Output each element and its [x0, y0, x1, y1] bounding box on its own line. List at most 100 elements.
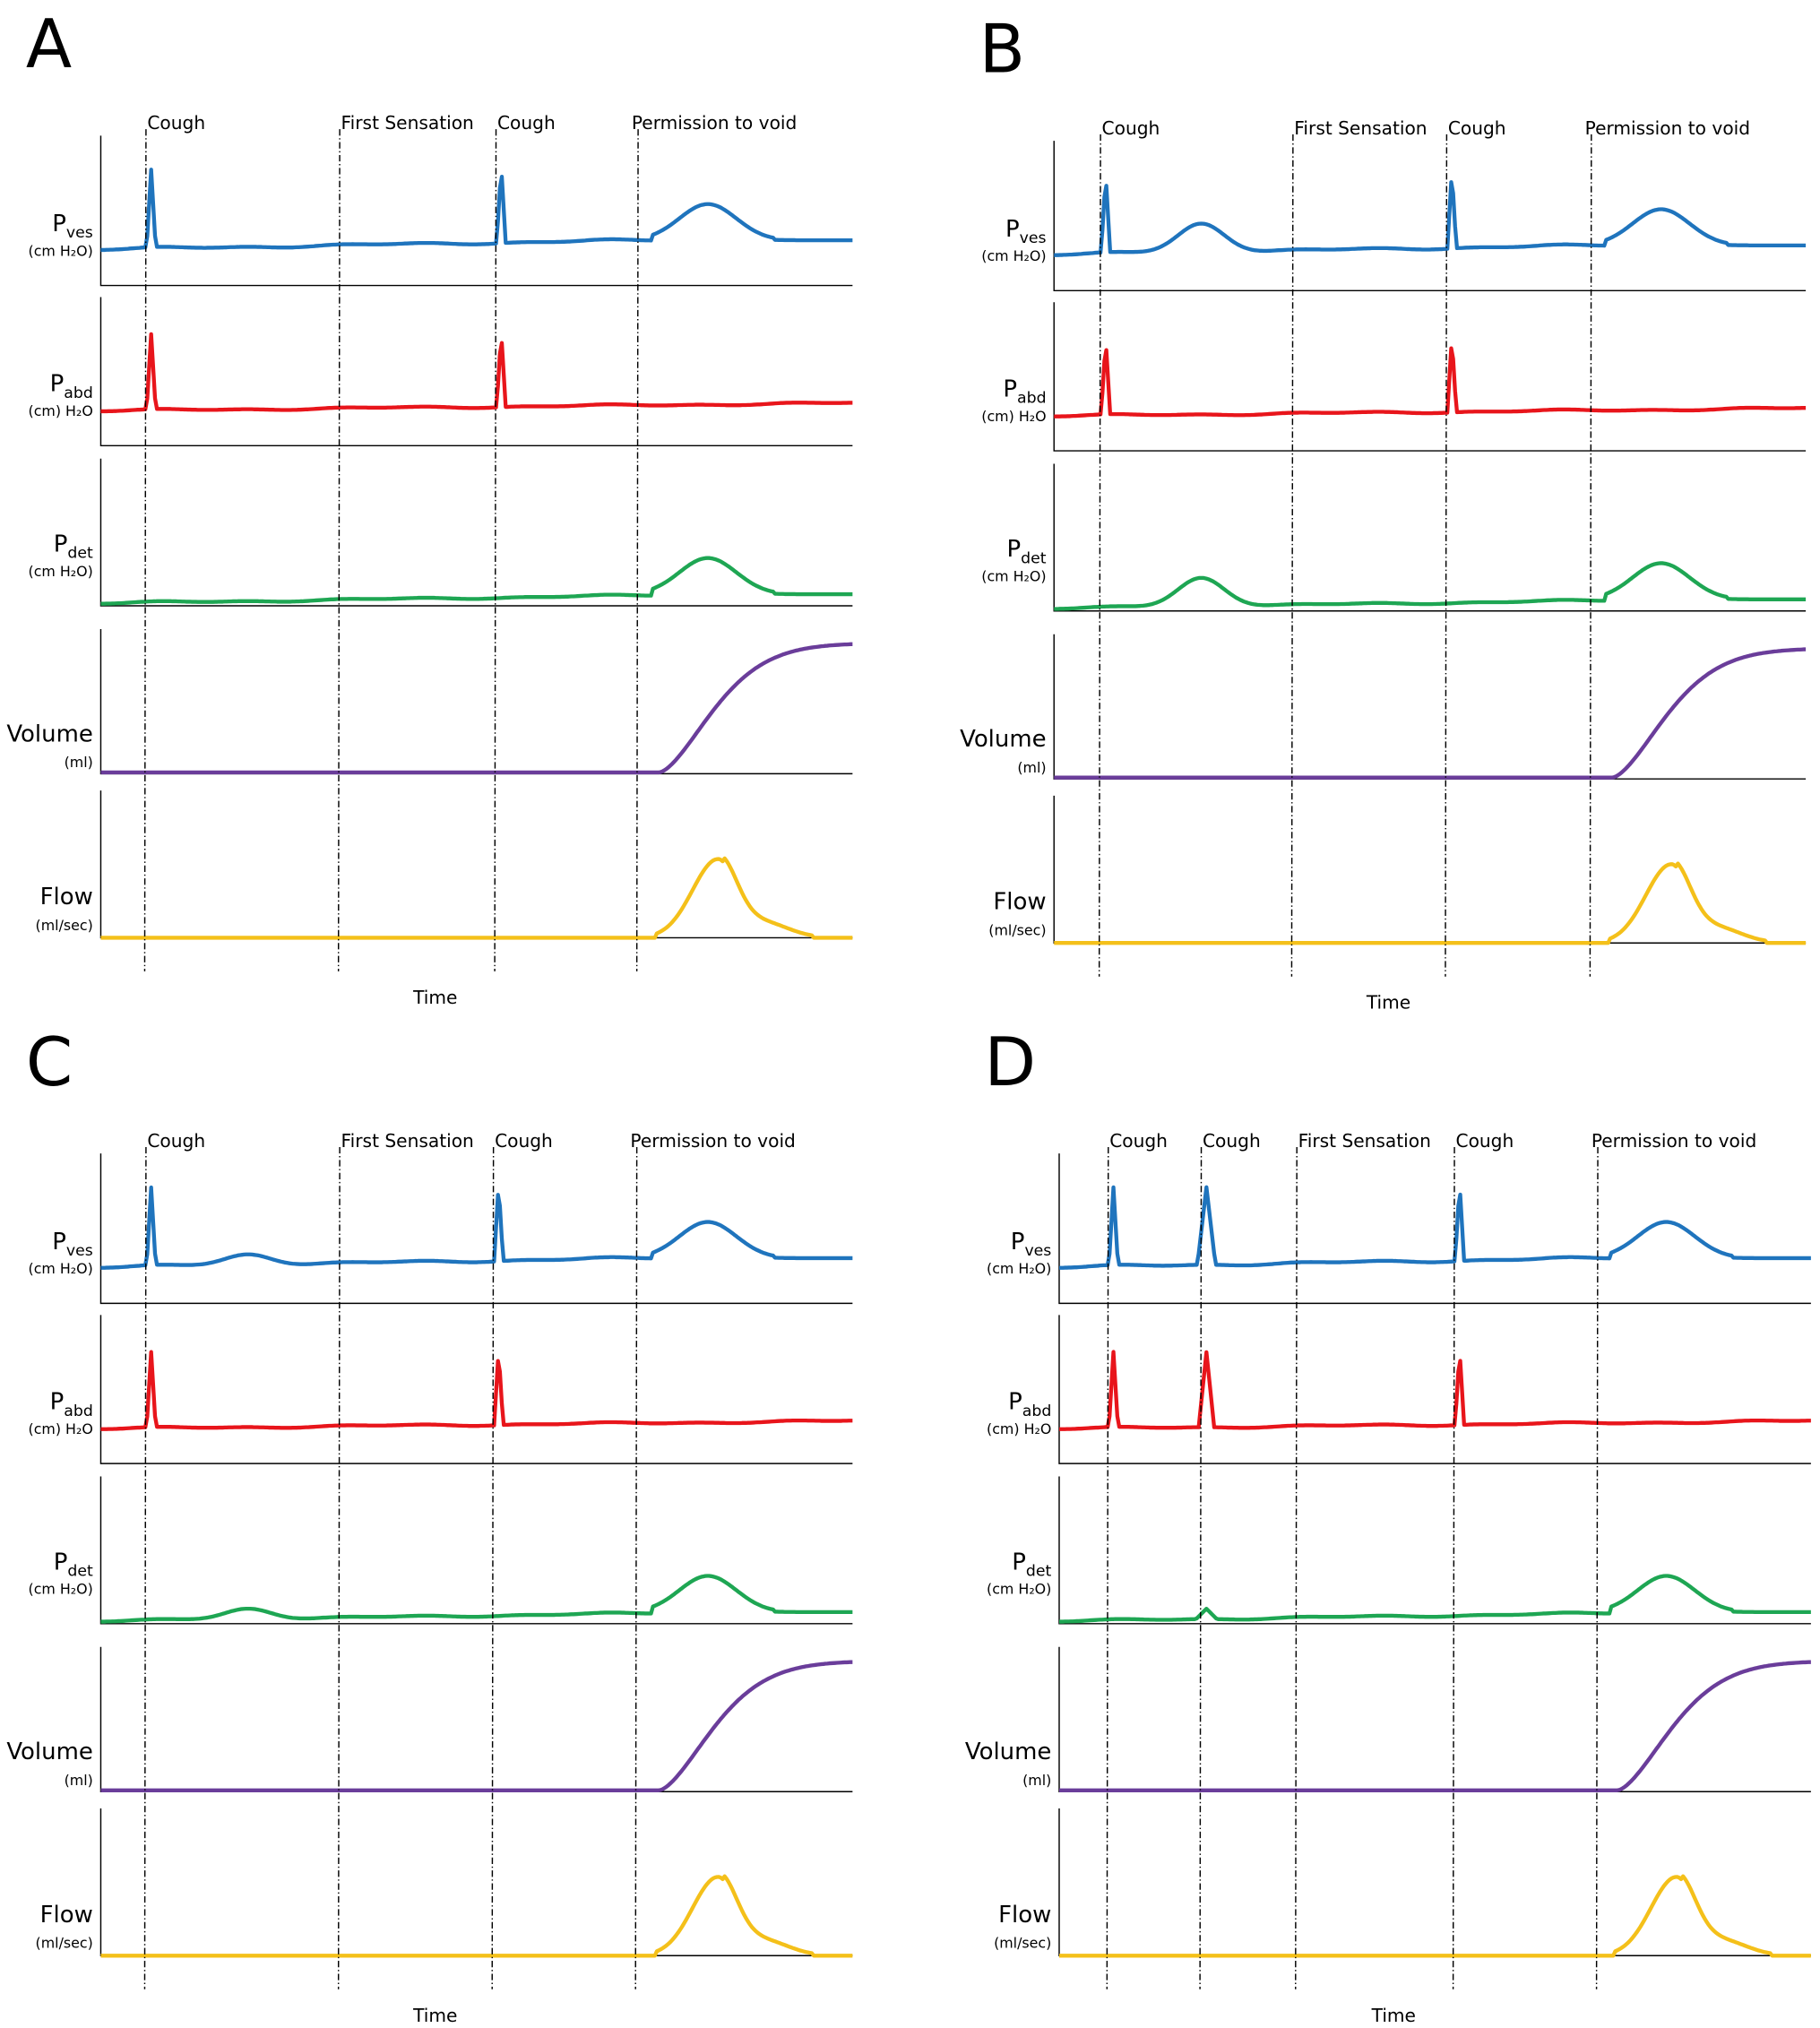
- channel-name: Flow: [993, 889, 1046, 916]
- event-line: [1445, 134, 1448, 977]
- channel-axis: [99, 1646, 853, 1792]
- x-axis-label: Time: [412, 987, 457, 1008]
- channel-name: Flow: [998, 1902, 1051, 1929]
- channel-label: Pdet: [54, 531, 93, 562]
- channel-unit: (cm H₂O): [981, 247, 1046, 264]
- event-line: [143, 129, 147, 971]
- channel-name: Flow: [40, 884, 93, 910]
- channel-unit: (ml/sec): [36, 1935, 93, 1952]
- channel-label: Pves: [1005, 216, 1047, 247]
- channel-name: P: [52, 211, 66, 237]
- channel-unit: (cm H₂O): [987, 1260, 1051, 1277]
- event-label: First Sensation: [1298, 1130, 1431, 1152]
- channel-name: P: [1012, 1549, 1026, 1575]
- event-line: [143, 1146, 147, 1989]
- trace: [100, 1874, 853, 1958]
- channel-subscript: abd: [64, 1402, 93, 1420]
- panel-letter: B: [979, 10, 1025, 89]
- channel-unit: (cm) H₂O: [29, 402, 93, 419]
- channel-unit: (cm H₂O): [29, 242, 93, 259]
- event-label: First Sensation: [1294, 117, 1427, 139]
- channel-label: Pves: [1011, 1229, 1052, 1260]
- channel-axis: [99, 458, 853, 607]
- trace: [1058, 1874, 1811, 1958]
- trace: [100, 1185, 853, 1270]
- channel-axis: [99, 297, 853, 447]
- channel-axis: [1053, 795, 1807, 944]
- channel-axis: [1058, 1315, 1811, 1464]
- channel-axis: [99, 1153, 853, 1305]
- event-label: Cough: [1455, 1130, 1514, 1152]
- channel-unit: (ml/sec): [988, 922, 1046, 939]
- trace: [1058, 1350, 1811, 1431]
- trace: [1058, 1185, 1811, 1270]
- event-label: Permission to void: [1591, 1130, 1756, 1152]
- channel-name: P: [50, 1389, 65, 1416]
- channel-label: Pdet: [1012, 1549, 1051, 1580]
- trace: [1054, 180, 1807, 257]
- channel-unit: (cm) H₂O: [981, 408, 1046, 425]
- channel-unit: (ml): [65, 754, 93, 771]
- channel-name: P: [1003, 376, 1017, 403]
- channel-subscript: abd: [64, 384, 93, 402]
- event-label: Cough: [495, 1130, 553, 1152]
- event-label: Cough: [1203, 1130, 1261, 1152]
- panel-letter: C: [26, 1023, 73, 1101]
- event-label: Cough: [147, 1130, 205, 1152]
- channel-axis: [1053, 302, 1807, 452]
- channel-subscript: ves: [66, 224, 93, 242]
- channel-subscript: ves: [66, 1242, 93, 1260]
- channel-label: Volume: [6, 721, 92, 747]
- trace: [100, 1574, 853, 1624]
- channel-name: Flow: [40, 1902, 93, 1929]
- channel-name: P: [1008, 1389, 1022, 1416]
- trace: [100, 168, 853, 253]
- trace: [1054, 647, 1807, 780]
- channel-label: Pabd: [50, 371, 93, 402]
- channel-name: Volume: [6, 1739, 92, 1765]
- event-label: Permission to void: [630, 1130, 795, 1152]
- channel-unit: (cm H₂O): [29, 1260, 93, 1277]
- event-label: Cough: [1448, 117, 1506, 139]
- x-axis-label: Time: [412, 2005, 457, 2026]
- channel-label: Flow: [40, 1902, 93, 1929]
- event-line: [1589, 134, 1592, 977]
- channel-subscript: abd: [1017, 390, 1047, 408]
- channel-unit: (ml): [1017, 759, 1046, 776]
- trace: [1054, 861, 1807, 945]
- channel-name: P: [1011, 1229, 1025, 1256]
- channel-unit: (cm H₂O): [987, 1581, 1051, 1598]
- trace: [100, 642, 853, 775]
- channel-axis: [99, 1476, 853, 1625]
- channel-label: Volume: [960, 726, 1046, 753]
- channel-unit: (ml): [65, 1772, 93, 1789]
- channel-subscript: abd: [1022, 1402, 1052, 1420]
- channel-label: Flow: [998, 1902, 1051, 1929]
- event-line: [1290, 134, 1294, 977]
- event-line: [337, 1146, 341, 1989]
- channel-axis: [1053, 463, 1807, 612]
- event-line: [1595, 1146, 1599, 1989]
- x-axis-label: Time: [1366, 992, 1410, 1014]
- channel-unit: (ml/sec): [36, 917, 93, 934]
- channel-name: P: [54, 531, 68, 557]
- channel-subscript: det: [1021, 549, 1047, 567]
- event-line: [1199, 1146, 1203, 1989]
- event-line: [1106, 1146, 1109, 1989]
- event-label: Cough: [497, 112, 556, 134]
- trace: [1058, 1660, 1811, 1792]
- channel-subscript: det: [67, 545, 93, 563]
- event-line: [337, 129, 341, 971]
- channel-axis: [99, 790, 853, 939]
- channel-subscript: ves: [1020, 229, 1047, 247]
- trace: [100, 856, 853, 940]
- channel-unit: (cm H₂O): [29, 563, 93, 580]
- channel-unit: (ml): [1022, 1772, 1051, 1789]
- channel-label: Pves: [52, 1229, 93, 1260]
- event-label: Permission to void: [1585, 117, 1750, 139]
- event-line: [635, 129, 639, 971]
